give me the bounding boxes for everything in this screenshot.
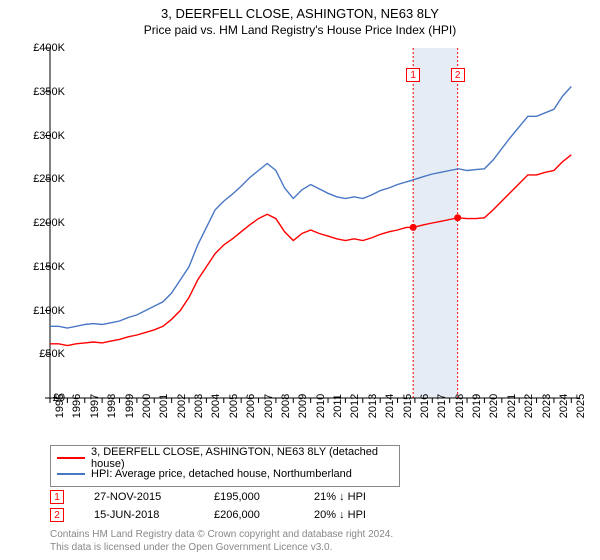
legend-swatch-hpi [57, 473, 85, 475]
legend-row-hpi: HPI: Average price, detached house, Nort… [57, 466, 393, 482]
xtick-label: 2011 [332, 394, 344, 418]
xtick-label: 2017 [436, 394, 448, 418]
xtick-label: 2008 [280, 394, 292, 418]
title-address: 3, DEERFELL CLOSE, ASHINGTON, NE63 8LY [0, 6, 600, 21]
plot-svg [50, 48, 580, 398]
ytick-label: £50K [20, 348, 65, 360]
legend-swatch-property [57, 457, 85, 459]
legend-label-property: 3, DEERFELL CLOSE, ASHINGTON, NE63 8LY (… [91, 446, 393, 470]
xtick-label: 2010 [315, 394, 327, 418]
xtick-label: 1997 [89, 394, 101, 418]
footer: Contains HM Land Registry data © Crown c… [50, 528, 393, 554]
xtick-label: 2021 [506, 394, 518, 418]
sale-date-1: 27-NOV-2015 [94, 491, 184, 503]
xtick-label: 2024 [558, 394, 570, 418]
xtick-label: 2025 [575, 394, 587, 418]
sale-row-2: 2 15-JUN-2018 £206,000 20% ↓ HPI [50, 506, 414, 524]
xtick-label: 1998 [106, 394, 118, 418]
xtick-label: 2006 [245, 394, 257, 418]
ytick-label: £400K [20, 42, 65, 54]
chart-container: 3, DEERFELL CLOSE, ASHINGTON, NE63 8LY P… [0, 0, 600, 560]
legend-label-hpi: HPI: Average price, detached house, Nort… [91, 468, 352, 480]
footer-line1: Contains HM Land Registry data © Crown c… [50, 528, 393, 541]
xtick-label: 2018 [454, 394, 466, 418]
sale-row-1: 1 27-NOV-2015 £195,000 21% ↓ HPI [50, 488, 414, 506]
ytick-label: £200K [20, 217, 65, 229]
footer-line2: This data is licensed under the Open Gov… [50, 541, 393, 554]
xtick-label: 2002 [176, 394, 188, 418]
ytick-label: £350K [20, 86, 65, 98]
chart-sale-badge: 2 [451, 68, 465, 82]
xtick-label: 2004 [210, 394, 222, 418]
legend-row-property: 3, DEERFELL CLOSE, ASHINGTON, NE63 8LY (… [57, 450, 393, 466]
titles: 3, DEERFELL CLOSE, ASHINGTON, NE63 8LY P… [0, 0, 600, 37]
xtick-label: 2022 [523, 394, 535, 418]
xtick-label: 2023 [541, 394, 553, 418]
xtick-label: 2014 [384, 394, 396, 418]
xtick-label: 2016 [419, 394, 431, 418]
sale-price-1: £195,000 [214, 491, 284, 503]
sale-badge-2: 2 [50, 508, 64, 522]
xtick-label: 2009 [297, 394, 309, 418]
sale-delta-2: 20% ↓ HPI [314, 509, 414, 521]
xtick-label: 2015 [402, 394, 414, 418]
ytick-label: £300K [20, 130, 65, 142]
xtick-label: 2005 [228, 394, 240, 418]
xtick-label: 2001 [158, 394, 170, 418]
xtick-label: 2019 [471, 394, 483, 418]
sale-price-2: £206,000 [214, 509, 284, 521]
sale-badge-1: 1 [50, 490, 64, 504]
xtick-label: 1995 [54, 394, 66, 418]
xtick-label: 2012 [349, 394, 361, 418]
title-subtitle: Price paid vs. HM Land Registry's House … [0, 23, 600, 37]
xtick-label: 2013 [367, 394, 379, 418]
xtick-label: 2000 [141, 394, 153, 418]
chart-area [50, 48, 580, 398]
xtick-label: 2007 [263, 394, 275, 418]
legend: 3, DEERFELL CLOSE, ASHINGTON, NE63 8LY (… [50, 445, 400, 487]
xtick-label: 1999 [124, 394, 136, 418]
xtick-label: 2020 [488, 394, 500, 418]
sale-date-2: 15-JUN-2018 [94, 509, 184, 521]
sale-delta-1: 21% ↓ HPI [314, 491, 414, 503]
sales-table: 1 27-NOV-2015 £195,000 21% ↓ HPI 2 15-JU… [50, 488, 414, 524]
ytick-label: £100K [20, 305, 65, 317]
ytick-label: £250K [20, 173, 65, 185]
xtick-label: 2003 [193, 394, 205, 418]
chart-sale-badge: 1 [406, 68, 420, 82]
ytick-label: £150K [20, 261, 65, 273]
xtick-label: 1996 [71, 394, 83, 418]
